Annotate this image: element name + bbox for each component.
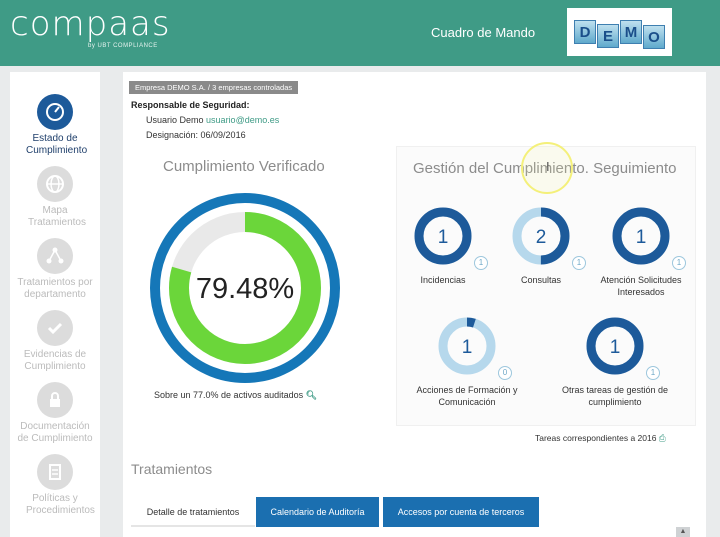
gestion-donut-1[interactable]: 1 bbox=[411, 204, 475, 268]
demo-letter: E bbox=[597, 24, 619, 48]
sidebar-item-label: Políticas y Procedimientos bbox=[26, 493, 95, 516]
sidebar-item-label: Evidencias de Cumplimiento bbox=[23, 349, 87, 372]
tab-detalle-tratamientos[interactable]: Detalle de tratamientos bbox=[131, 497, 255, 527]
search-icon[interactable]: 🔍︎ bbox=[305, 390, 318, 400]
designation-date: Designación: 06/09/2016 bbox=[146, 130, 246, 140]
sidebar-item-politicas[interactable]: Políticas y Procedimientos bbox=[10, 454, 100, 517]
text-cursor-icon: I bbox=[546, 159, 550, 174]
responsible-title: Responsable de Seguridad: bbox=[131, 100, 250, 110]
cursor-highlight bbox=[521, 142, 573, 194]
sidebar-item-label: Documentación de Cumplimiento bbox=[17, 421, 93, 444]
gestion-donut-arc bbox=[414, 207, 472, 265]
check-badge-icon bbox=[37, 310, 73, 346]
compaas-logo[interactable]: compaas bbox=[10, 4, 171, 44]
compliance-percentage: 79.48% bbox=[196, 273, 294, 305]
gestion-donut-arc bbox=[438, 317, 496, 375]
lock-icon bbox=[37, 382, 73, 418]
gestion-count-badge: 1 bbox=[672, 256, 686, 270]
responsible-email-link[interactable]: usuario@demo.es bbox=[206, 115, 280, 125]
app-header: compaas by UBT COMPLIANCE Cuadro de Mand… bbox=[0, 0, 720, 66]
tratamientos-title: Tratamientos bbox=[131, 461, 213, 477]
gestion-donut-5[interactable]: 1 bbox=[583, 314, 647, 378]
main-panel: Empresa DEMO S.A. / 3 empresas controlad… bbox=[123, 72, 706, 537]
document-icon bbox=[37, 454, 73, 490]
sidebar-item-label: Mapa Tratamientos bbox=[28, 205, 86, 228]
compliance-donut-chart: 79.48% bbox=[150, 193, 340, 383]
responsible-user: Usuario Demo usuario@demo.es bbox=[146, 115, 279, 125]
gestion-donut-value: 1 bbox=[610, 337, 621, 358]
gestion-item-label[interactable]: Consultas bbox=[520, 275, 562, 285]
sidebar-item-label: Estado de Cumplimiento bbox=[26, 133, 88, 156]
gestion-donut-arc bbox=[612, 207, 670, 265]
gestion-item-label[interactable]: Atención Solicitudes Interesados bbox=[600, 275, 682, 297]
gauge-icon bbox=[37, 94, 73, 130]
gestion-donut-3[interactable]: 1 bbox=[609, 204, 673, 268]
sidebar-item-evidencias[interactable]: Evidencias de Cumplimiento bbox=[10, 310, 100, 373]
tab-accesos-terceros[interactable]: Accesos por cuenta de terceros bbox=[383, 497, 539, 527]
globe-icon bbox=[37, 166, 73, 202]
compliance-donut-arc bbox=[169, 212, 321, 364]
audited-caption: Sobre un 77.0% de activos auditados 🔍︎ bbox=[154, 390, 317, 401]
gestion-donut-arc bbox=[586, 317, 644, 375]
scroll-up-button[interactable]: ▲ bbox=[676, 527, 690, 537]
gestion-count-badge: 1 bbox=[646, 366, 660, 380]
company-tag[interactable]: Empresa DEMO S.A. / 3 empresas controlad… bbox=[129, 81, 299, 94]
print-icon[interactable]: ⎙ bbox=[658, 433, 666, 443]
gestion-donut-2[interactable]: 2 bbox=[509, 204, 573, 268]
page-title: Cuadro de Mando bbox=[431, 25, 536, 40]
tab-calendario-auditoria[interactable]: Calendario de Auditoría bbox=[256, 497, 379, 527]
demo-letter: D bbox=[574, 20, 596, 44]
sidebar-item-mapa-tratamientos[interactable]: Mapa Tratamientos bbox=[10, 166, 100, 229]
responsible-user-name: Usuario Demo bbox=[146, 115, 204, 125]
network-icon bbox=[37, 238, 73, 274]
gestion-donut-value: 1 bbox=[636, 227, 647, 248]
gestion-donut-4[interactable]: 1 bbox=[435, 314, 499, 378]
gestion-count-badge: 1 bbox=[474, 256, 488, 270]
compliance-title: Cumplimiento Verificado bbox=[163, 158, 325, 175]
sidebar: Estado de Cumplimiento Mapa Tratamientos… bbox=[10, 72, 100, 537]
sidebar-item-estado-cumplimiento[interactable]: Estado de Cumplimiento bbox=[10, 94, 100, 157]
audited-caption-text: Sobre un 77.0% de activos auditados bbox=[154, 390, 304, 400]
demo-badge: D E M O bbox=[567, 8, 672, 56]
gestion-item-label[interactable]: Otras tareas de gestión de cumplimiento bbox=[561, 385, 669, 407]
gestion-donut-value: 1 bbox=[438, 227, 449, 248]
demo-letter: M bbox=[620, 20, 642, 44]
tareas-caption: Tareas correspondientes a 2016 ⎙ bbox=[535, 433, 666, 444]
gestion-donut-value: 2 bbox=[536, 227, 547, 248]
gestion-item-label[interactable]: Incidencias bbox=[420, 275, 466, 285]
sidebar-item-documentacion[interactable]: Documentación de Cumplimiento bbox=[10, 382, 100, 445]
gestion-donut-arc bbox=[512, 207, 570, 265]
gestion-donut-value: 1 bbox=[462, 337, 473, 358]
sidebar-item-tratamientos-departamento[interactable]: Tratamientos por departamento bbox=[10, 238, 100, 301]
tareas-caption-text: Tareas correspondientes a 2016 bbox=[535, 433, 657, 443]
logo-subtitle: by UBT COMPLIANCE bbox=[88, 43, 158, 49]
sidebar-item-label: Tratamientos por departamento bbox=[17, 277, 93, 300]
gestion-item-label[interactable]: Acciones de Formación y Comunicación bbox=[416, 385, 518, 407]
demo-letter: O bbox=[643, 25, 665, 49]
gestion-count-badge: 0 bbox=[498, 366, 512, 380]
gestion-count-badge: 1 bbox=[572, 256, 586, 270]
